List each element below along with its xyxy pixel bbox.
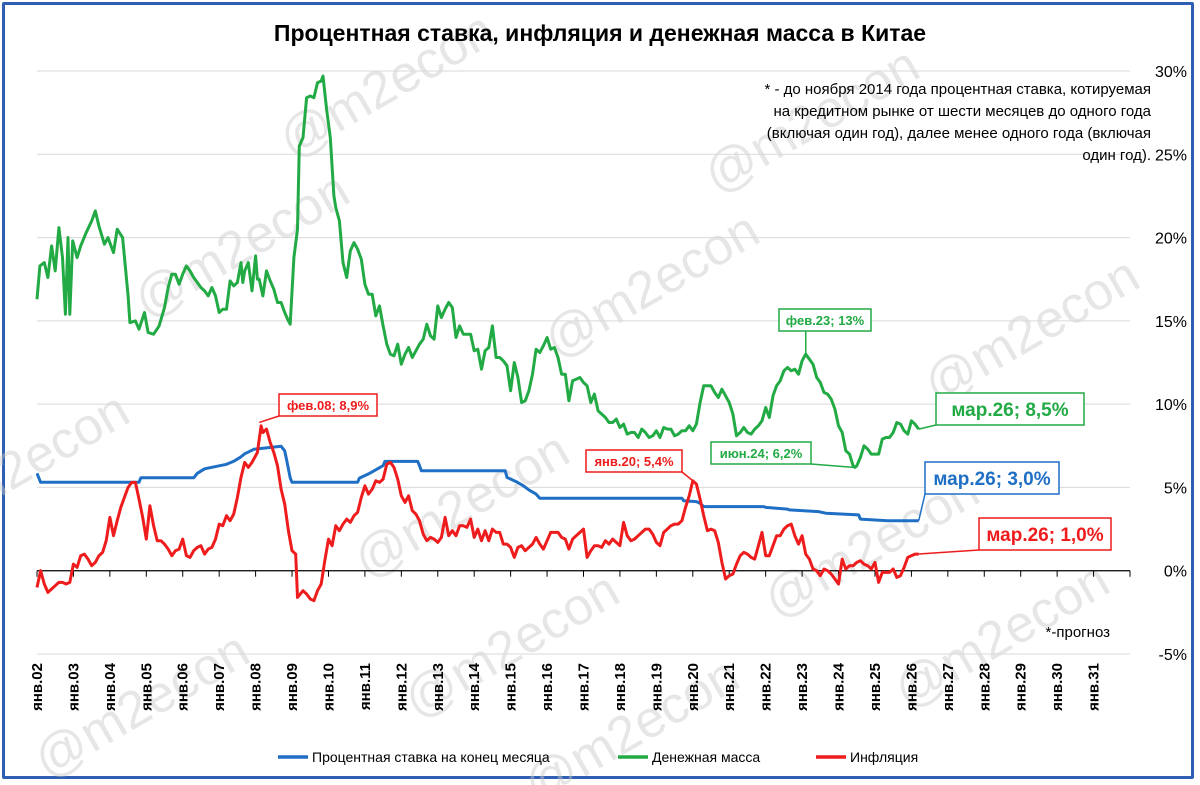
x-tick-label: янв.12	[393, 663, 410, 711]
callout-label: мар.26; 8,5%	[951, 400, 1068, 421]
note-line: на кредитном рынке от шести месяцев до о…	[773, 103, 1151, 120]
x-tick-label: янв.07	[211, 663, 228, 711]
callout-leader	[918, 424, 937, 430]
watermark-text: @m2econ	[344, 421, 579, 590]
callout-label: июн.24; 6,2%	[720, 446, 803, 461]
callout-layer: фев.23; 13% июн.24; 6,2% мар.26; 8,5% мар.2…	[259, 308, 1112, 555]
money-supply-line	[35, 74, 920, 469]
legend-label: Денежная масса	[652, 749, 760, 765]
callout-leader	[259, 415, 280, 424]
series-lines	[35, 74, 920, 603]
y-tick-label: 25%	[1155, 147, 1187, 164]
forecast-note: *-прогноз	[1046, 624, 1111, 641]
x-tick-label: янв.10	[320, 663, 337, 711]
chart-note: * - до ноября 2014 года процентная ставк…	[764, 81, 1151, 164]
callout-label: мар.26; 3,0%	[933, 469, 1050, 490]
callout-leader	[681, 471, 694, 482]
y-tick-label: 15%	[1155, 314, 1187, 331]
x-tick-label: янв.04	[102, 662, 119, 711]
watermark-text: @m2econ	[694, 36, 929, 205]
x-tick-label: янв.25	[867, 663, 884, 711]
y-tick-label: -5%	[1159, 647, 1187, 664]
x-tick-label: янв.21	[721, 663, 738, 711]
callout-leader	[917, 493, 926, 521]
note-line: * - до ноября 2014 года процентная ставк…	[764, 81, 1151, 98]
callout-box	[710, 441, 812, 465]
y-tick-label: 30%	[1155, 64, 1187, 81]
x-tick-label: янв.06	[175, 663, 192, 711]
note-line: один год).	[1082, 147, 1151, 164]
y-tick-label: 0%	[1164, 564, 1187, 581]
watermark-text: @m2econ	[0, 381, 139, 550]
callout-box	[585, 449, 683, 473]
x-axis: янв.02 янв.03 янв.04 янв.05 янв.06 янв.07 янв.…	[29, 570, 1131, 711]
callout-box	[978, 517, 1112, 551]
x-tick-label: янв.15	[503, 663, 520, 711]
callout-box	[935, 392, 1085, 426]
watermark-text: @m2econ	[534, 201, 769, 370]
x-tick-label: янв.31	[1086, 663, 1103, 711]
x-tick-label: янв.14	[466, 662, 483, 711]
x-tick-label: янв.22	[758, 663, 775, 711]
x-tick-label: янв.11	[357, 663, 374, 710]
x-tick-label: янв.20	[685, 663, 702, 711]
callout-label: фев.08; 8,9%	[287, 398, 370, 413]
callout-label: янв.20; 5,4%	[594, 454, 674, 469]
x-tick-label: янв.05	[138, 663, 155, 711]
legend-label: Инфляция	[850, 749, 918, 765]
chart-title: Процентная ставка, инфляция и денежная м…	[274, 20, 926, 46]
interest-rate-line	[35, 444, 919, 523]
callout-box	[278, 393, 378, 417]
watermark-text: @m2econ	[124, 161, 359, 330]
callout-box	[778, 308, 872, 332]
note-line: (включая один год), далее менее одного г…	[767, 125, 1151, 142]
callout-label: фев.23; 13%	[786, 313, 865, 328]
x-tick-label: янв.17	[576, 663, 593, 711]
x-tick-label: янв.26	[903, 663, 920, 711]
x-tick-label: янв.30	[1049, 663, 1066, 711]
x-tick-label: янв.23	[794, 663, 811, 711]
y-axis-ticks: -5% 0% 5% 10% 15% 20% 25% 30%	[1155, 64, 1187, 664]
x-tick-label: янв.02	[29, 663, 46, 711]
y-tick-label: 10%	[1155, 397, 1187, 414]
watermark-text: @m2econ	[914, 246, 1149, 415]
x-tick-label: янв.27	[940, 663, 957, 711]
x-tick-label: янв.29	[1013, 663, 1030, 711]
x-tick-label: янв.16	[539, 663, 556, 711]
x-tick-label: янв.13	[430, 663, 447, 711]
callout-leader	[918, 549, 980, 555]
x-tick-label: янв.08	[248, 663, 265, 711]
x-tick-label: янв.28	[976, 663, 993, 711]
x-tick-label: янв.19	[648, 663, 665, 711]
legend: Процентная ставка на конец месяца Денежна…	[278, 749, 918, 765]
callout-label: мар.26; 1,0%	[986, 525, 1103, 546]
callout-box	[924, 461, 1060, 495]
y-tick-label: 5%	[1164, 480, 1187, 497]
callout-leader	[810, 463, 855, 469]
x-tick-label: янв.03	[65, 663, 82, 711]
x-tick-label: янв.09	[284, 663, 301, 711]
inflation-line	[35, 424, 919, 603]
x-tick-label: янв.24	[831, 662, 848, 711]
legend-label: Процентная ставка на конец месяца	[312, 749, 550, 765]
x-tick-label: янв.18	[612, 663, 629, 711]
y-tick-label: 20%	[1155, 231, 1187, 248]
